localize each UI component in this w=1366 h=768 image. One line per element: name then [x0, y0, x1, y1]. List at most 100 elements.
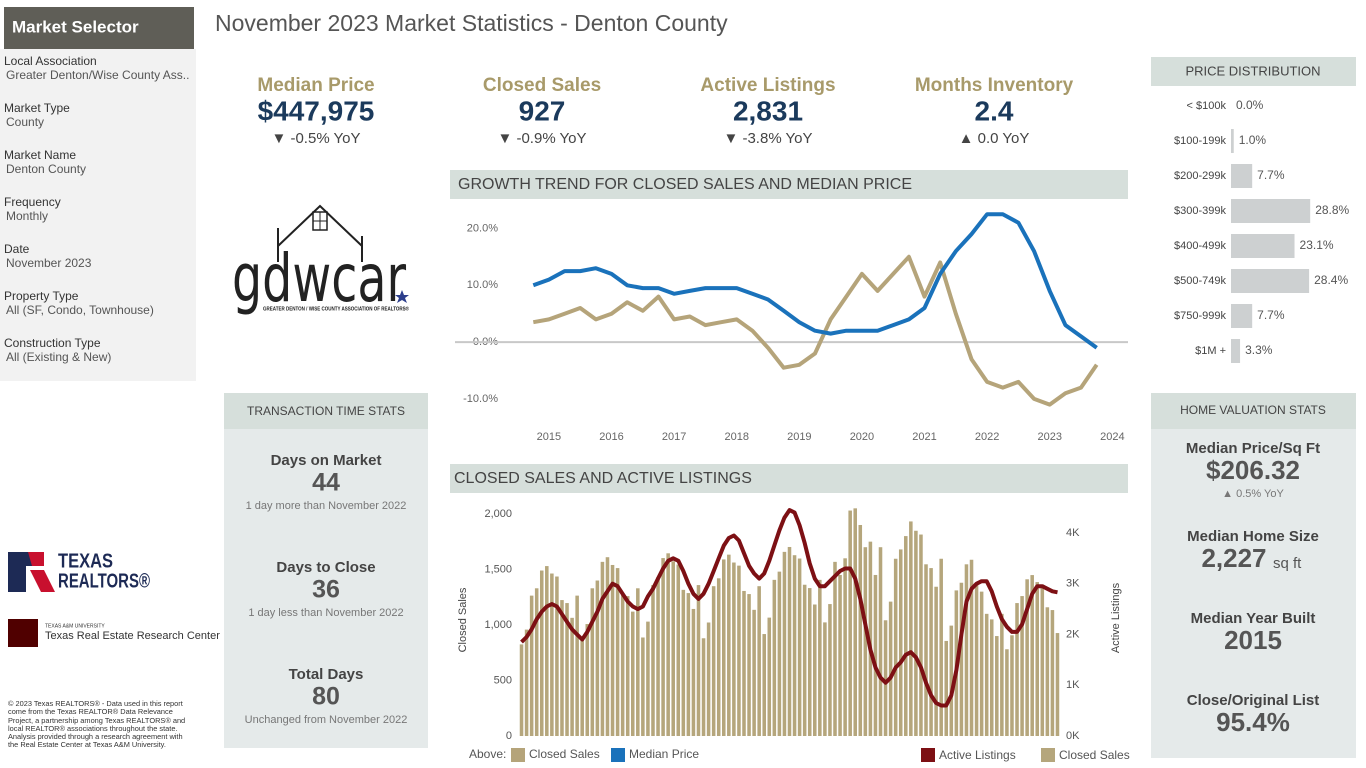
bar — [959, 582, 964, 736]
kpi-change: ▼ -3.8% YoY — [723, 130, 812, 147]
stat-label: Days on Market — [271, 452, 382, 469]
bar — [696, 585, 701, 736]
valuation-value: $206.32 — [1206, 455, 1300, 485]
bar — [575, 595, 579, 736]
texas-realtors-emblem — [8, 552, 55, 592]
series-line — [520, 508, 1058, 708]
legend-swatch — [1041, 748, 1055, 762]
y-tick-label: 1,500 — [484, 563, 512, 575]
bar — [651, 585, 655, 736]
kpi-value: $447,975 — [258, 95, 375, 126]
valuation-value: 2015 — [1224, 625, 1282, 655]
bar — [580, 639, 584, 736]
bar — [752, 609, 756, 736]
bar — [944, 640, 949, 736]
bar — [813, 604, 817, 736]
bar — [848, 510, 852, 736]
bar — [716, 578, 721, 736]
bar — [807, 588, 812, 736]
bar — [909, 521, 913, 736]
sidebar-bg — [0, 49, 196, 381]
bar — [995, 636, 999, 736]
bar — [722, 559, 726, 736]
y2-tick-label: 3K — [1066, 578, 1080, 590]
bar — [929, 568, 933, 736]
bar — [1025, 579, 1029, 736]
x-tick-label: 2022 — [975, 431, 999, 443]
field-label: Market Type — [4, 101, 70, 115]
valuation-detail: ▲ 0.5% YoY — [1222, 488, 1284, 500]
bar — [1015, 603, 1019, 736]
bar — [843, 558, 847, 736]
bar — [964, 564, 969, 736]
field-value: Monthly — [6, 209, 48, 223]
legend-label: Active Listings — [939, 748, 1016, 762]
bar — [727, 554, 731, 736]
panel-header — [224, 393, 428, 429]
gdwcar-star — [395, 290, 409, 303]
y-axis-title: Closed Sales — [457, 587, 469, 652]
bar — [605, 557, 610, 736]
y2-tick-label: 1K — [1066, 679, 1080, 691]
bar — [1231, 269, 1310, 293]
bar — [539, 570, 544, 736]
research-center-text: Texas Real Estate Research Center — [45, 630, 220, 642]
bar — [782, 551, 787, 736]
bar — [636, 588, 640, 736]
bar — [878, 547, 883, 736]
panel-header — [1151, 393, 1356, 429]
bar — [570, 617, 574, 736]
bar — [671, 561, 675, 736]
bar — [888, 601, 893, 736]
field-label: Property Type — [4, 289, 79, 303]
bar — [984, 613, 989, 736]
gdwcar-logo-text: gdwcar — [232, 240, 407, 317]
category-label: $100-199k — [1174, 135, 1226, 147]
bar — [883, 620, 888, 736]
bar — [969, 559, 974, 736]
value-label: 7.7% — [1257, 168, 1285, 182]
bar — [1231, 164, 1253, 188]
bar — [904, 536, 908, 736]
field-value: Greater Denton/Wise County Ass.. — [6, 68, 189, 82]
category-label: $1M + — [1195, 345, 1226, 357]
bar — [1000, 613, 1004, 736]
bar — [868, 541, 873, 736]
legend-swatch — [611, 748, 625, 762]
stat-note: 1 day less than November 2022 — [248, 607, 403, 619]
bar — [823, 622, 827, 736]
value-label: 7.7% — [1257, 308, 1285, 322]
x-tick-label: 2021 — [912, 431, 936, 443]
valuation-value: 95.4% — [1216, 707, 1290, 737]
bar — [610, 564, 615, 736]
bar — [974, 582, 979, 736]
legend-swatch — [921, 748, 935, 762]
bar — [989, 619, 994, 736]
value-label: 3.3% — [1245, 343, 1273, 357]
stat-value: 36 — [312, 576, 340, 604]
stat-label: Days to Close — [276, 559, 375, 576]
bar — [1231, 234, 1295, 258]
bar — [565, 603, 569, 736]
gdwcar-house — [277, 204, 363, 262]
bar — [711, 586, 716, 736]
valuation-label: Median Home Size — [1187, 528, 1319, 545]
y-tick-label: 2,000 — [484, 508, 512, 520]
series-line — [532, 254, 1099, 407]
value-label: 1.0% — [1239, 133, 1267, 147]
university-text: TEXAS A&M UNIVERSITY — [45, 623, 105, 629]
panel-title: HOME VALUATION STATS — [1180, 403, 1326, 417]
kpi-value: 927 — [519, 95, 566, 126]
category-label: $750-999k — [1174, 310, 1226, 322]
bar — [939, 558, 943, 736]
bar — [1231, 129, 1234, 153]
value-label: 28.8% — [1315, 203, 1349, 217]
bar — [615, 568, 620, 736]
stat-note: 1 day more than November 2022 — [246, 500, 407, 512]
stat-label: Total Days — [289, 666, 364, 683]
bar — [757, 586, 761, 736]
bar — [772, 579, 777, 736]
field-label: Market Name — [4, 148, 76, 162]
